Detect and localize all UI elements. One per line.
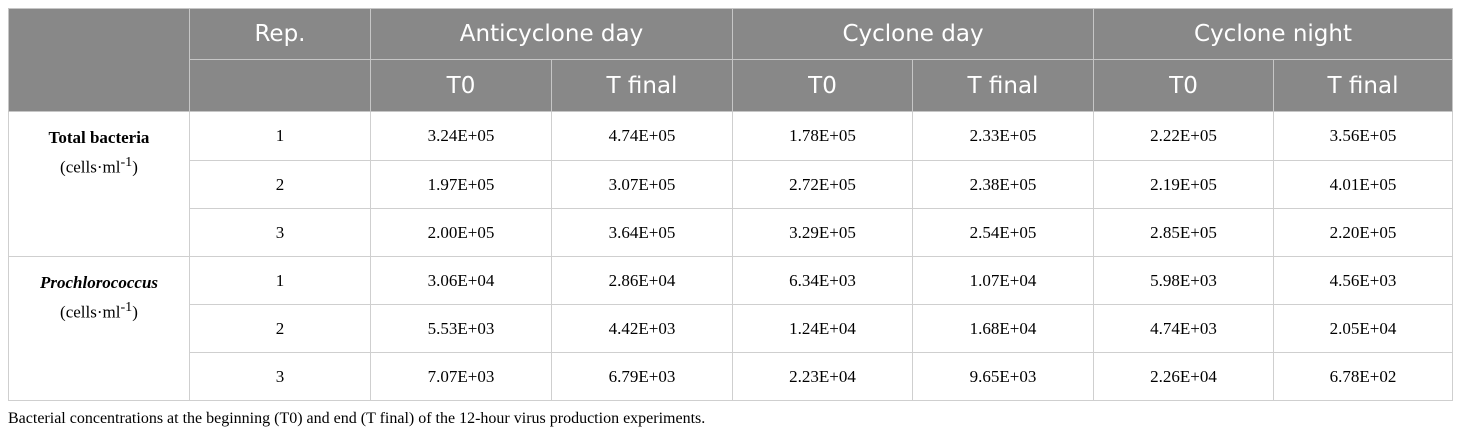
table-caption: Bacterial concentrations at the beginnin… bbox=[8, 410, 706, 427]
value-cell: 2.00E+05 bbox=[370, 208, 552, 257]
value-cell: 4.74E+05 bbox=[551, 111, 733, 161]
value-cell: 2.22E+05 bbox=[1093, 111, 1274, 161]
header-cyclone-day: Cyclone day bbox=[732, 8, 1094, 60]
value-cell: 6.78E+02 bbox=[1272, 352, 1454, 401]
value-cell: 9.65E+03 bbox=[912, 352, 1094, 401]
value-cell: 7.07E+03 bbox=[370, 352, 552, 401]
value-cell: 3.07E+05 bbox=[551, 160, 733, 209]
value-cell: 2.23E+04 bbox=[732, 352, 913, 401]
group-name: Total bacteria bbox=[48, 128, 150, 147]
group-label-prochlorococcus: Prochlorococcus (cells·ml-1) bbox=[8, 256, 190, 401]
value-cell: 4.56E+03 bbox=[1272, 256, 1454, 305]
value-cell: 1.78E+05 bbox=[732, 111, 913, 161]
value-cell: 2.86E+04 bbox=[551, 256, 733, 305]
header-time: T0 bbox=[370, 59, 552, 112]
value-cell: 2.85E+05 bbox=[1093, 208, 1274, 257]
value-cell: 1.68E+04 bbox=[912, 304, 1094, 353]
value-cell: 1.24E+04 bbox=[732, 304, 913, 353]
rep-cell: 2 bbox=[189, 160, 371, 209]
value-cell: 5.98E+03 bbox=[1093, 256, 1274, 305]
table-row: Prochlorococcus (cells·ml-1) 1 3.06E+04 … bbox=[8, 256, 1454, 401]
header-cyclone-night: Cyclone night bbox=[1092, 8, 1454, 60]
value-cell: 6.79E+03 bbox=[551, 352, 733, 401]
value-cell: 1.07E+04 bbox=[912, 256, 1094, 305]
table-row: 3 2.00E+05 3.64E+05 3.29E+05 2.54E+05 2.… bbox=[9, 208, 1454, 257]
rep-cell: 1 bbox=[189, 111, 371, 161]
value-cell: 3.29E+05 bbox=[732, 208, 913, 257]
value-cell: 3.06E+04 bbox=[370, 256, 552, 305]
group-name: Prochlorococcus bbox=[39, 273, 159, 292]
value-cell: 3.56E+05 bbox=[1272, 111, 1454, 161]
value-cell: 2.54E+05 bbox=[912, 208, 1094, 257]
table-row: Total bacteria (cells·ml-1) 1 3.24E+05 4… bbox=[8, 111, 1454, 257]
value-cell: 3.24E+05 bbox=[370, 111, 552, 161]
header-time: T0 bbox=[1093, 59, 1274, 112]
data-table: Rep. Anticyclone day Cyclone day Cyclone… bbox=[8, 8, 1454, 401]
value-cell: 2.38E+05 bbox=[912, 160, 1094, 209]
value-cell: 2.72E+05 bbox=[732, 160, 913, 209]
group-unit: (cells·ml-1) bbox=[60, 299, 138, 322]
value-cell: 1.97E+05 bbox=[370, 160, 552, 209]
value-cell: 2.26E+04 bbox=[1093, 352, 1274, 401]
value-cell: 2.19E+05 bbox=[1093, 160, 1274, 209]
table-row: 2 5.53E+03 4.42E+03 1.24E+04 1.68E+04 4.… bbox=[9, 304, 1454, 353]
value-cell: 6.34E+03 bbox=[732, 256, 913, 305]
header-time: T final bbox=[1272, 59, 1454, 112]
value-cell: 2.33E+05 bbox=[912, 111, 1094, 161]
table-row: 3 7.07E+03 6.79E+03 2.23E+04 9.65E+03 2.… bbox=[9, 352, 1454, 401]
value-cell: 5.53E+03 bbox=[370, 304, 552, 353]
header-time: T final bbox=[551, 59, 733, 112]
value-cell: 4.42E+03 bbox=[551, 304, 733, 353]
group-label-total-bacteria: Total bacteria (cells·ml-1) bbox=[8, 111, 190, 257]
rep-cell: 3 bbox=[189, 352, 371, 401]
value-cell: 2.20E+05 bbox=[1272, 208, 1454, 257]
header-time: T0 bbox=[732, 59, 913, 112]
group-unit: (cells·ml-1) bbox=[60, 154, 138, 177]
header-time: T final bbox=[912, 59, 1094, 112]
header-anticyclone-day: Anticyclone day bbox=[370, 8, 733, 60]
rep-cell: 3 bbox=[189, 208, 371, 257]
value-cell: 4.01E+05 bbox=[1272, 160, 1454, 209]
value-cell: 2.05E+04 bbox=[1272, 304, 1454, 353]
header-rep-blank bbox=[189, 59, 371, 112]
value-cell: 3.64E+05 bbox=[551, 208, 733, 257]
header-rep: Rep. bbox=[189, 8, 371, 60]
rep-cell: 2 bbox=[189, 304, 371, 353]
value-cell: 4.74E+03 bbox=[1093, 304, 1274, 353]
rep-cell: 1 bbox=[189, 256, 371, 305]
header-blank-cell bbox=[8, 8, 190, 112]
table-row: 2 1.97E+05 3.07E+05 2.72E+05 2.38E+05 2.… bbox=[9, 160, 1454, 209]
